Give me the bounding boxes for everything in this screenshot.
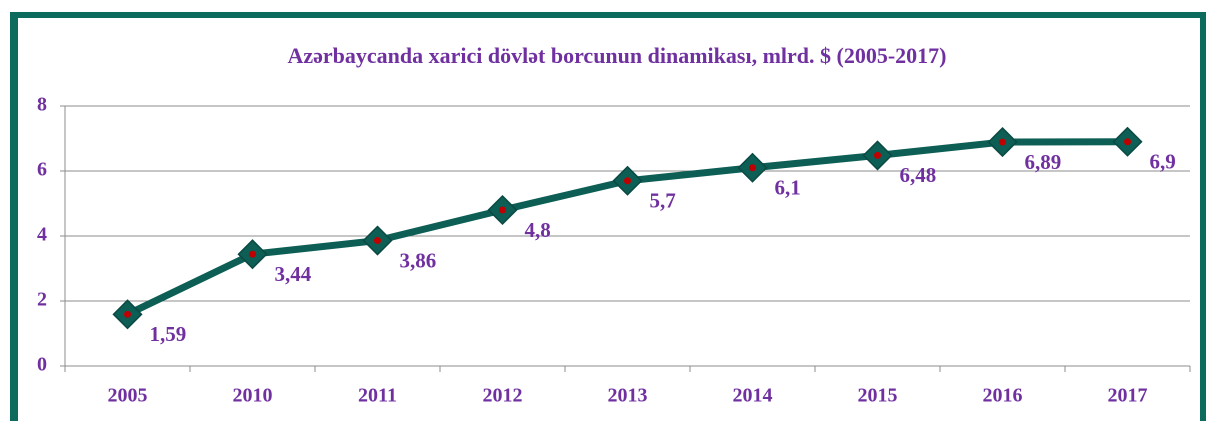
x-tick-label: 2014 [733,385,773,407]
x-tick-label: 2012 [483,385,523,407]
y-tick-label: 6 [37,159,47,181]
data-label: 3,44 [275,262,312,286]
data-label: 5,7 [650,189,676,213]
data-label: 4,8 [525,218,551,242]
marker-center [124,310,131,318]
x-tick-label: 2015 [858,385,898,407]
x-tick-label: 2013 [608,385,648,407]
y-tick-label: 0 [37,354,47,376]
data-label: 3,86 [400,248,437,272]
y-tick-label: 4 [37,224,47,246]
x-tick-label: 2010 [233,385,273,407]
marker-center [249,250,256,258]
y-tick-label: 8 [37,94,47,116]
marker-center [374,237,381,245]
data-label: 6,9 [1150,150,1176,174]
frame-left [10,12,18,421]
marker-center [874,151,881,159]
x-tick-label: 2016 [983,385,1023,407]
frame-right [1200,12,1206,421]
data-label: 6,48 [900,163,937,187]
x-tick-label: 2005 [108,385,148,407]
marker-center [749,164,756,172]
marker-center [1124,138,1131,146]
data-label: 6,89 [1025,150,1062,174]
marker-center [624,177,631,185]
marker-center [999,138,1006,146]
data-label: 6,1 [775,176,801,200]
y-tick-label: 2 [37,289,47,311]
x-tick-label: 2017 [1108,385,1148,407]
data-label: 1,59 [150,322,187,346]
frame-top [10,12,1206,18]
chart-title: Azərbaycanda xarici dövlət borcunun dina… [287,43,946,68]
x-tick-label: 2011 [358,385,397,407]
marker-center [499,206,506,214]
